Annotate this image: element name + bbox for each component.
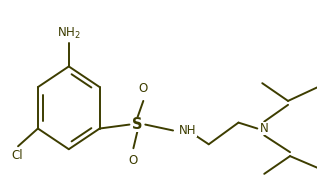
Text: O: O (139, 82, 148, 95)
Text: NH: NH (179, 124, 197, 137)
Text: N: N (260, 122, 269, 135)
Text: O: O (129, 154, 138, 167)
Text: NH$_2$: NH$_2$ (57, 26, 81, 41)
Text: S: S (132, 117, 142, 132)
Text: Cl: Cl (11, 149, 23, 162)
